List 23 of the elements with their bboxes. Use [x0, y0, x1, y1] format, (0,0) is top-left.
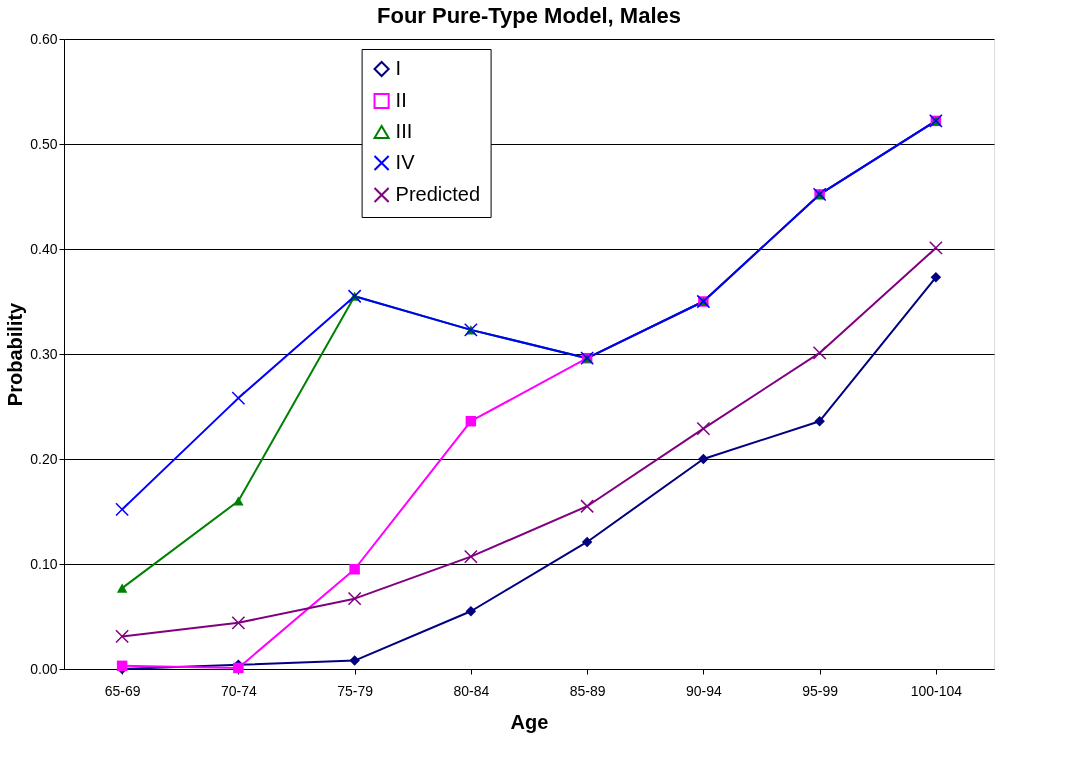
y-axis-title: Probability — [4, 301, 27, 407]
legend-label: III — [395, 120, 413, 142]
y-tick-label: 0.10 — [30, 555, 58, 572]
x-tick-label: 70-74 — [220, 682, 257, 699]
x-axis-title: Age — [510, 710, 549, 733]
legend-label: II — [395, 89, 407, 111]
x-tick-label: 80-84 — [453, 682, 490, 699]
legend-label: IV — [395, 151, 416, 173]
x-tick-label: 65-69 — [104, 682, 141, 699]
y-tick-label: 0.40 — [30, 240, 58, 257]
legend-label: I — [395, 57, 402, 79]
y-tick-label: 0.20 — [30, 450, 58, 467]
y-tick-label: 0.30 — [30, 345, 58, 362]
x-tick-label: 75-79 — [337, 682, 374, 699]
x-tick-label: 85-89 — [569, 682, 606, 699]
y-tick-label: 0.60 — [30, 30, 58, 47]
x-tick-label: 95-99 — [802, 682, 839, 699]
legend-label: Predicted — [395, 183, 481, 205]
x-tick-label: 90-94 — [685, 682, 722, 699]
y-tick-label: 0.50 — [30, 135, 58, 152]
x-tick-label: 100-104 — [910, 682, 963, 699]
chart-title: Four Pure-Type Model, Males — [377, 3, 681, 28]
y-tick-label: 0.00 — [30, 660, 58, 677]
